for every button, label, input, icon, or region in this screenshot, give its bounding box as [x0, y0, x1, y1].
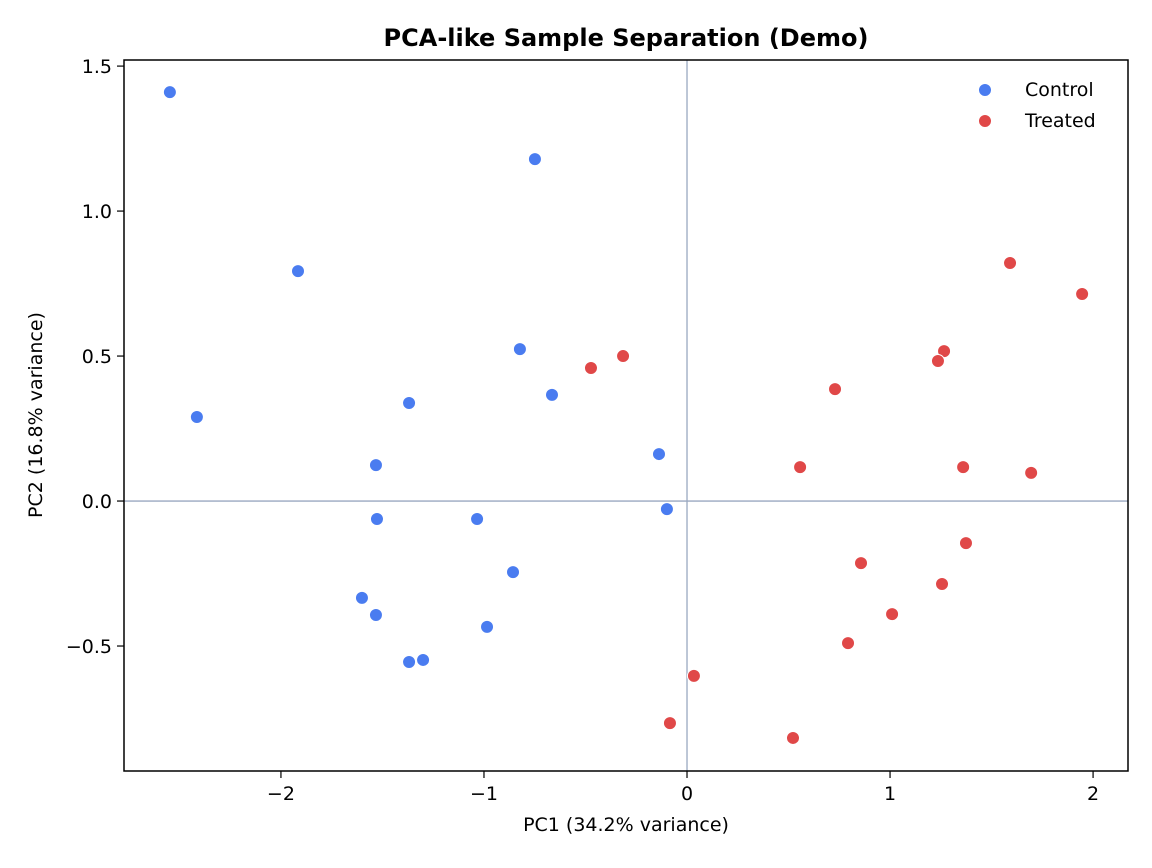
- data-point-control: [368, 607, 383, 622]
- data-point-control: [527, 152, 542, 167]
- data-point-treated: [841, 636, 856, 651]
- data-point-treated: [616, 349, 631, 364]
- plot-frame: [123, 59, 1129, 772]
- data-point-treated: [1003, 255, 1018, 270]
- data-point-control: [402, 654, 417, 669]
- data-point-control: [290, 264, 305, 279]
- data-point-control: [544, 387, 559, 402]
- data-point-control: [506, 565, 521, 580]
- data-point-treated: [958, 536, 973, 551]
- x-tick-label: −2: [267, 783, 295, 805]
- data-point-control: [659, 502, 674, 517]
- legend-marker-control: [978, 83, 992, 97]
- data-point-treated: [935, 576, 950, 591]
- data-point-treated: [956, 460, 971, 475]
- data-point-treated: [686, 668, 701, 683]
- data-point-treated: [885, 607, 900, 622]
- y-tick-label: −0.5: [66, 636, 112, 658]
- data-point-control: [402, 396, 417, 411]
- data-point-control: [651, 447, 666, 462]
- chart-title: PCA-like Sample Separation (Demo): [384, 24, 869, 52]
- data-point-treated: [828, 382, 843, 397]
- x-tick-label: 0: [681, 783, 693, 805]
- data-point-treated: [930, 353, 945, 368]
- data-point-control: [470, 512, 485, 527]
- x-tick-label: 2: [1087, 783, 1099, 805]
- data-point-treated: [1024, 465, 1039, 480]
- x-tick-label: −1: [470, 783, 498, 805]
- data-point-treated: [662, 716, 677, 731]
- data-point-control: [369, 512, 384, 527]
- data-point-control: [162, 85, 177, 100]
- data-point-treated: [785, 730, 800, 745]
- y-tick-label: 1.5: [82, 56, 112, 78]
- legend-label-treated: Treated: [1024, 110, 1096, 132]
- x-tick-label: 1: [884, 783, 896, 805]
- y-axis-label: PC2 (16.8% variance): [25, 312, 47, 518]
- data-point-control: [416, 652, 431, 667]
- data-point-control: [512, 342, 527, 357]
- y-tick-label: 1.0: [82, 201, 112, 223]
- legend-label-control: Control: [1025, 79, 1094, 101]
- y-tick-label: 0.5: [82, 346, 112, 368]
- data-point-treated: [1075, 287, 1090, 302]
- data-point-control: [354, 590, 369, 605]
- data-point-treated: [793, 460, 808, 475]
- data-point-control: [480, 619, 495, 634]
- data-point-treated: [854, 556, 869, 571]
- legend-marker-treated: [978, 114, 992, 128]
- x-axis-label: PC1 (34.2% variance): [523, 814, 729, 836]
- data-point-treated: [583, 360, 598, 375]
- legend: Control Treated: [978, 79, 1096, 132]
- y-tick-label: 0.0: [82, 491, 112, 513]
- data-point-control: [189, 409, 204, 424]
- data-point-control: [368, 458, 383, 473]
